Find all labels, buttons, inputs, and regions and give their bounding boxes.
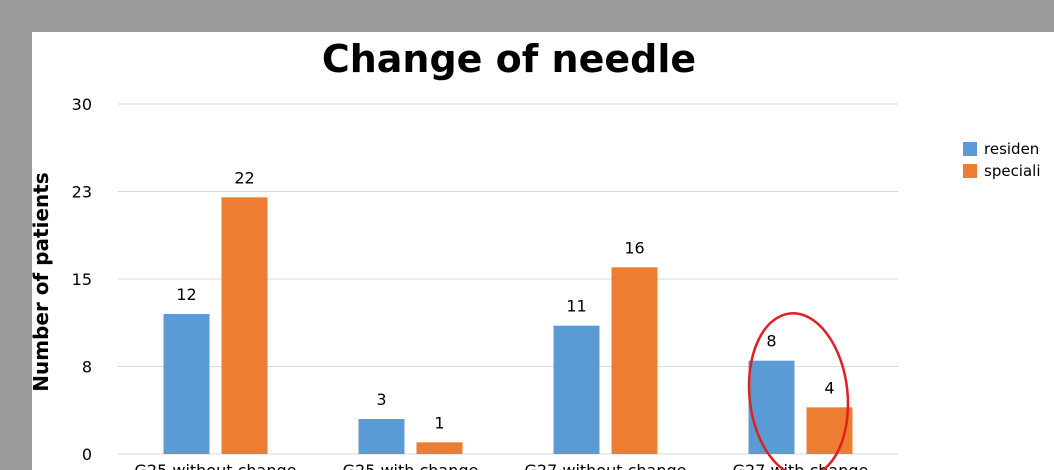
bar-speciali-1 (416, 442, 463, 454)
data-label: 8 (766, 332, 776, 351)
data-label: 1 (434, 413, 444, 432)
legend: residen speciali (963, 140, 1041, 180)
category-labels: G25 without change G25 with change G27 wit… (135, 461, 869, 470)
bar-speciali-0 (221, 197, 268, 455)
bar-residen-1 (358, 419, 405, 454)
data-label: 4 (824, 378, 834, 397)
y-tick-label: 0 (82, 445, 92, 464)
chart-title: Change of needle (322, 37, 696, 81)
highlight-ellipse (747, 312, 850, 470)
data-label: 16 (624, 238, 644, 257)
bar-residen-2 (553, 325, 600, 454)
legend-label: speciali (984, 162, 1041, 180)
legend-swatch (963, 142, 977, 156)
bar-residen-3 (748, 360, 795, 454)
bar-residen-0 (163, 314, 210, 454)
data-label: 3 (376, 390, 386, 409)
category-label: G27 without change (525, 461, 687, 470)
legend-label: residen (984, 140, 1039, 158)
data-label: 22 (234, 168, 254, 187)
bar-speciali-2 (611, 267, 658, 454)
y-tick-label: 23 (72, 183, 92, 202)
y-tick-labels: 0 8 15 23 30 (72, 95, 92, 464)
data-label: 11 (566, 297, 586, 316)
category-label: G27 with change (733, 461, 869, 470)
y-tick-label: 30 (72, 95, 92, 114)
y-axis-label: Number of patients (29, 172, 53, 391)
category-label: G25 with change (343, 461, 479, 470)
legend-swatch (963, 164, 977, 178)
y-tick-label: 8 (82, 358, 92, 377)
annotation-layer (747, 312, 850, 470)
category-label: G25 without change (135, 461, 297, 470)
data-label: 12 (176, 285, 196, 304)
y-tick-label: 15 (72, 270, 92, 289)
bars (163, 197, 853, 455)
